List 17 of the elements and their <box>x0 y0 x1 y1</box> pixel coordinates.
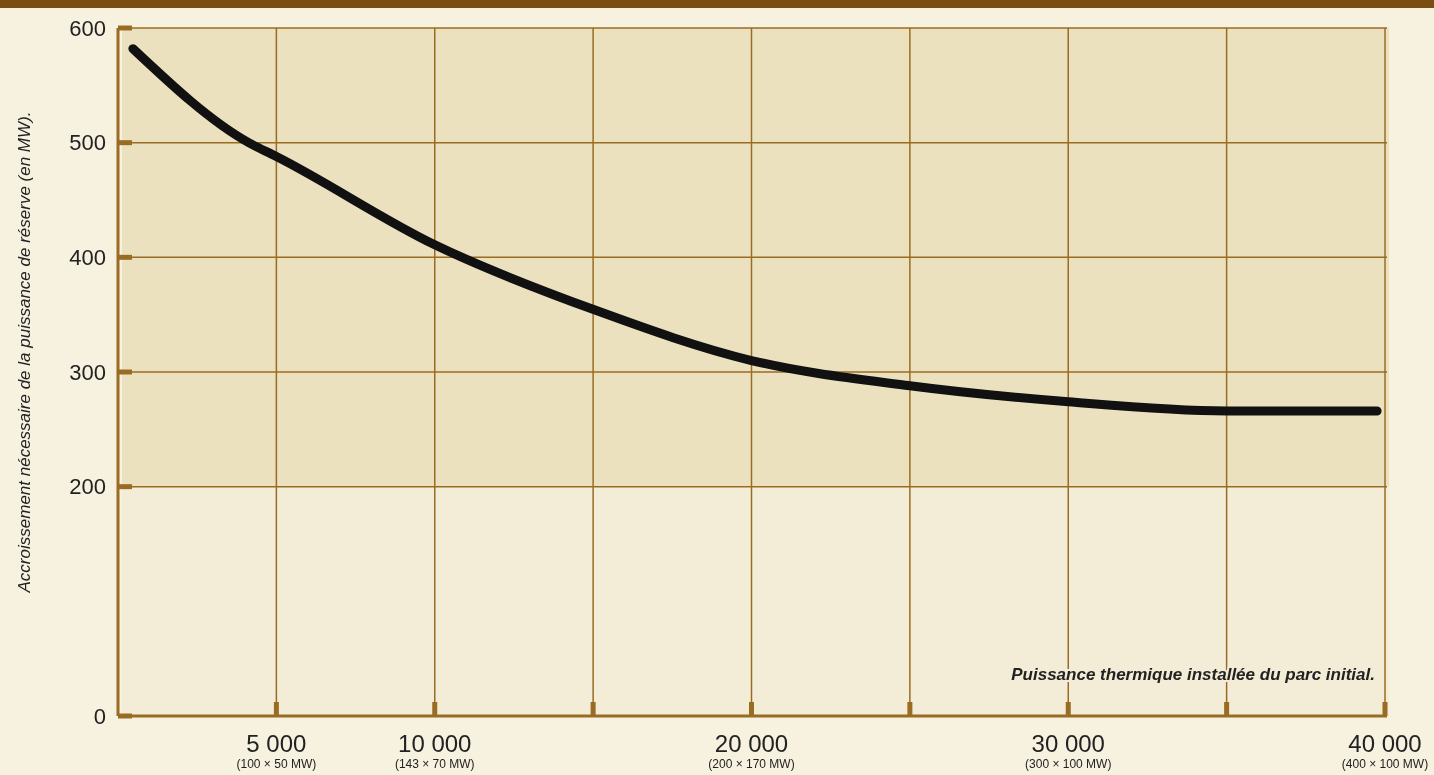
y-tick-label: 300 <box>69 359 106 385</box>
y-tick-label: 400 <box>69 245 106 271</box>
y-tick-label: 0 <box>93 703 106 729</box>
x-tick-label: 30 000 <box>1031 730 1105 757</box>
y-tick-label: 500 <box>69 130 106 156</box>
text: (400 × 100 MW) <box>1341 757 1429 771</box>
y-tick-label: 200 <box>69 474 106 500</box>
y-tick-label: 600 <box>69 15 106 41</box>
x-tick-label: 10 000 <box>398 730 472 757</box>
text: (200 × 170 MW) <box>708 757 795 771</box>
text: (143 × 70 MW) <box>394 757 475 771</box>
x-tick-label: 40 000 <box>1348 730 1422 757</box>
text: (300 × 100 MW) <box>1025 757 1112 771</box>
y-axis-title: Accroissement nécessaire de la puissance de réserve (en MW). <box>15 111 34 594</box>
text: (100 × 50 MW) <box>236 757 317 771</box>
x-tick-label: 5 000 <box>246 730 307 757</box>
x-tick-label: 20 000 <box>714 730 789 757</box>
